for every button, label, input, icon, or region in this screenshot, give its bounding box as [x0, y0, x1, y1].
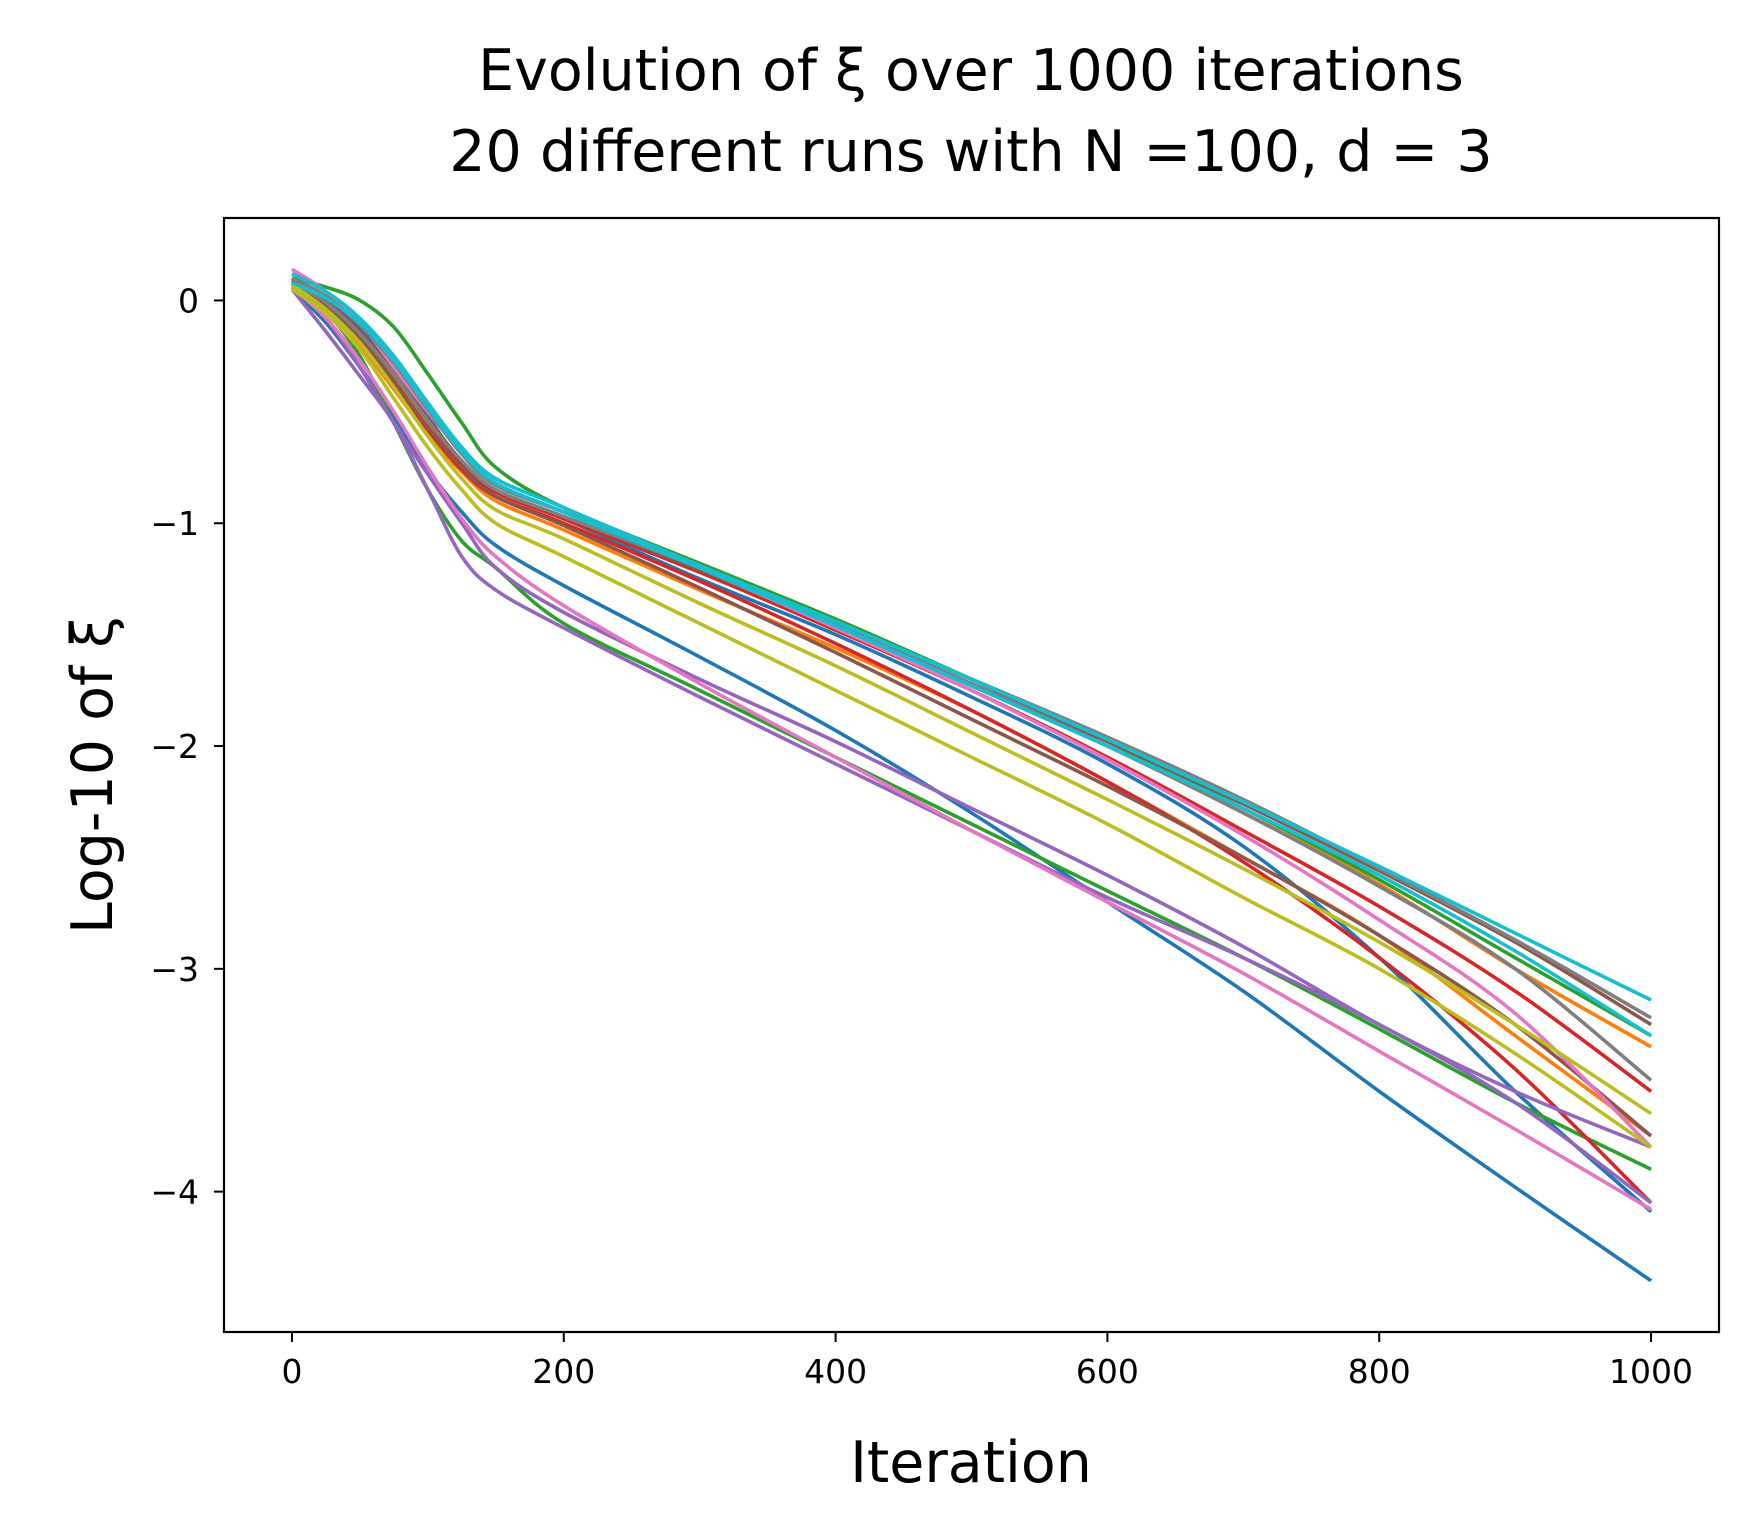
x-tick-label: 600 — [1076, 1352, 1139, 1391]
series-line-3 — [290, 281, 1652, 1049]
chart-title-line-1: Evolution of ξ over 1000 iterations — [478, 38, 1464, 104]
series-line-5 — [291, 276, 1652, 1038]
y-tick-label: −3 — [150, 950, 199, 989]
series-line-14 — [290, 285, 1652, 1212]
x-tick-label: 400 — [804, 1352, 867, 1391]
series-line-15 — [291, 281, 1653, 1082]
x-axis-ticks: 0 200 400 600 800 1000 — [281, 1332, 1693, 1391]
y-axis-ticks: 0 −1 −2 −3 −4 — [150, 281, 224, 1212]
x-tick-label: 200 — [532, 1352, 595, 1391]
series-line-13 — [290, 267, 1653, 1149]
series-line-1 — [290, 288, 1653, 1283]
x-tick-label: 800 — [1348, 1352, 1411, 1391]
series-line-10 — [290, 288, 1653, 1205]
x-tick-label: 0 — [281, 1352, 302, 1391]
plot-area-frame — [222, 216, 1721, 1334]
x-tick-label: 1000 — [1609, 1352, 1693, 1391]
series-line-2 — [290, 276, 1653, 1214]
series-line-17 — [290, 287, 1653, 1149]
chart-title-line-2: 20 different runs with N =100, d = 3 — [449, 119, 1492, 185]
y-tick-label: 0 — [178, 281, 199, 320]
series-line-20 — [291, 280, 1653, 1038]
series-line-19 — [291, 272, 1652, 1002]
series-line-18 — [290, 283, 1653, 1116]
x-axis-label: Iteration — [850, 1430, 1092, 1496]
y-tick-label: −4 — [150, 1173, 199, 1212]
series-line-6 — [290, 283, 1652, 1171]
y-tick-label: −2 — [150, 727, 199, 766]
series-line-9 — [290, 281, 1652, 1149]
series-group — [290, 267, 1653, 1283]
y-axis-label: Log-10 of ξ — [60, 616, 126, 934]
y-tick-label: −1 — [150, 504, 199, 543]
series-line-11 — [290, 283, 1653, 1138]
